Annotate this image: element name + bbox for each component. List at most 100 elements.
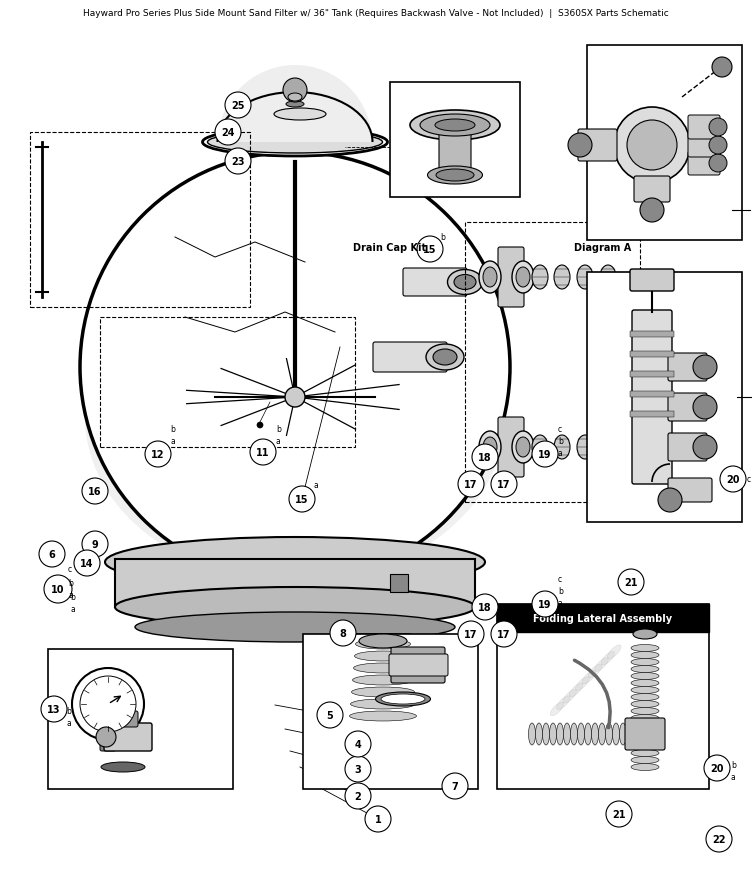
Circle shape (532, 591, 558, 617)
FancyBboxPatch shape (104, 724, 152, 751)
FancyBboxPatch shape (391, 647, 445, 683)
Circle shape (491, 621, 517, 647)
Text: b: b (66, 707, 71, 716)
Ellipse shape (631, 687, 659, 694)
Text: 25: 25 (232, 101, 244, 111)
Circle shape (345, 756, 371, 782)
Ellipse shape (516, 438, 530, 458)
Text: 18: 18 (478, 453, 492, 462)
Text: a: a (558, 449, 562, 458)
Circle shape (627, 121, 677, 171)
Bar (390, 574, 408, 592)
Text: 4: 4 (355, 739, 362, 749)
Text: Hayward Pro Series Plus Side Mount Sand Filter w/ 36" Tank (Requires Backwash Va: Hayward Pro Series Plus Side Mount Sand … (83, 9, 669, 18)
Ellipse shape (612, 724, 620, 745)
FancyBboxPatch shape (632, 310, 672, 484)
Ellipse shape (631, 673, 659, 680)
Circle shape (532, 441, 558, 467)
Ellipse shape (420, 115, 490, 137)
Text: a: a (731, 773, 735, 781)
Circle shape (709, 137, 727, 155)
Circle shape (225, 149, 251, 175)
Text: a: a (66, 718, 71, 728)
Ellipse shape (375, 692, 430, 706)
Ellipse shape (359, 634, 407, 648)
Text: 3: 3 (355, 764, 362, 774)
Circle shape (250, 439, 276, 466)
Ellipse shape (554, 436, 570, 460)
Bar (390, 83, 520, 198)
Ellipse shape (631, 715, 659, 722)
FancyBboxPatch shape (100, 735, 116, 751)
Ellipse shape (599, 724, 605, 745)
Text: b: b (68, 578, 73, 587)
Ellipse shape (575, 677, 590, 690)
Ellipse shape (631, 743, 659, 750)
Text: 19: 19 (538, 599, 552, 610)
FancyBboxPatch shape (688, 116, 720, 139)
Text: Diagram A: Diagram A (575, 243, 632, 253)
Circle shape (145, 441, 171, 467)
Ellipse shape (631, 701, 659, 708)
Text: Folding Lateral Assembly: Folding Lateral Assembly (533, 613, 672, 624)
FancyBboxPatch shape (634, 177, 670, 203)
Ellipse shape (595, 658, 608, 672)
Circle shape (491, 472, 517, 497)
Text: 7: 7 (452, 781, 459, 791)
FancyBboxPatch shape (389, 654, 448, 676)
Circle shape (706, 826, 732, 852)
Ellipse shape (582, 671, 596, 684)
Text: 17: 17 (497, 480, 511, 489)
Text: 23: 23 (232, 157, 244, 167)
Ellipse shape (529, 724, 535, 745)
Ellipse shape (605, 724, 612, 745)
Text: 21: 21 (624, 577, 638, 588)
Ellipse shape (631, 645, 659, 652)
Text: a: a (314, 481, 319, 490)
Circle shape (96, 727, 116, 747)
Circle shape (82, 531, 108, 558)
Bar (587, 46, 742, 240)
Ellipse shape (447, 270, 483, 296)
Text: 8: 8 (340, 628, 347, 638)
Ellipse shape (454, 275, 476, 290)
Text: c: c (558, 574, 562, 584)
Circle shape (693, 396, 717, 419)
Text: 13: 13 (47, 704, 61, 714)
Ellipse shape (631, 659, 659, 666)
Ellipse shape (556, 696, 570, 709)
Text: 2: 2 (355, 791, 362, 801)
Ellipse shape (600, 266, 616, 289)
Ellipse shape (433, 350, 457, 366)
Ellipse shape (592, 724, 599, 745)
FancyBboxPatch shape (668, 479, 712, 503)
Ellipse shape (135, 612, 455, 642)
Ellipse shape (350, 711, 417, 721)
Ellipse shape (288, 94, 302, 102)
Text: 21: 21 (612, 809, 626, 819)
Text: 19: 19 (538, 450, 552, 460)
Ellipse shape (479, 261, 501, 294)
Ellipse shape (202, 129, 387, 157)
Text: 24: 24 (221, 128, 235, 138)
FancyBboxPatch shape (688, 152, 720, 175)
Ellipse shape (85, 253, 505, 582)
FancyBboxPatch shape (630, 270, 674, 292)
Ellipse shape (550, 724, 556, 745)
Text: 20: 20 (726, 474, 740, 484)
Wedge shape (218, 66, 372, 143)
Circle shape (693, 436, 717, 460)
Ellipse shape (427, 167, 483, 185)
Text: b: b (558, 437, 563, 446)
Ellipse shape (532, 436, 548, 460)
Bar (497, 604, 709, 789)
Circle shape (41, 696, 67, 722)
Text: 16: 16 (88, 487, 102, 496)
Ellipse shape (556, 724, 563, 745)
FancyBboxPatch shape (688, 134, 720, 158)
FancyBboxPatch shape (403, 268, 467, 296)
Ellipse shape (631, 729, 659, 736)
Ellipse shape (631, 680, 659, 687)
Text: Drain Cap Kit: Drain Cap Kit (353, 243, 426, 253)
Circle shape (283, 79, 307, 103)
